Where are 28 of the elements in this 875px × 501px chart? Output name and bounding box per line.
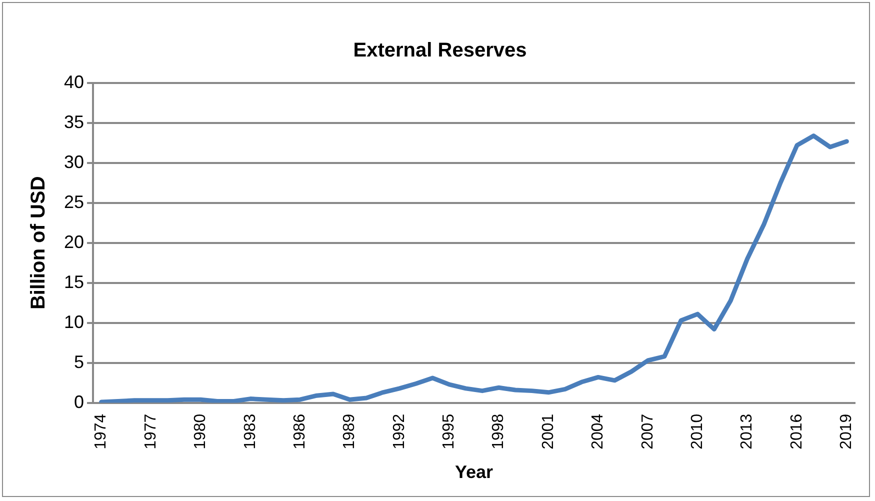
- y-tick-label: 15: [64, 272, 84, 292]
- x-tick-label: 1995: [440, 414, 458, 450]
- y-tick-label: 0: [74, 392, 84, 412]
- y-tick-label: 10: [64, 312, 84, 332]
- x-tick-label: 1986: [291, 414, 308, 450]
- x-tick-label: 2016: [788, 414, 806, 450]
- x-tick-label: 2019: [838, 414, 856, 450]
- x-tick-label: 2001: [540, 414, 557, 450]
- y-tick-label: 30: [64, 152, 84, 172]
- x-tick-label: 1980: [192, 414, 210, 450]
- x-tick-label: 2007: [639, 414, 656, 450]
- chart-title: External Reserves: [353, 40, 527, 62]
- y-tick-label: 35: [64, 112, 84, 132]
- y-axis-title: Billion of USD: [28, 176, 50, 310]
- x-tick-label: 2013: [738, 414, 756, 450]
- x-tick-label: 1989: [341, 414, 358, 450]
- y-tick-label: 40: [64, 72, 84, 92]
- x-tick-label: 2010: [689, 414, 706, 450]
- y-tick-label: 25: [64, 192, 84, 212]
- x-tick-label: 1983: [242, 414, 259, 450]
- x-tick-label: 1998: [490, 414, 508, 450]
- y-tick-label: 20: [64, 232, 84, 252]
- x-tick-label: 1974: [92, 414, 110, 450]
- x-tick-label: 2004: [590, 414, 607, 450]
- y-tick-label: 5: [74, 352, 84, 372]
- x-tick-label: 1992: [390, 414, 408, 450]
- x-axis-title: Year: [454, 462, 494, 482]
- x-tick-label: 1977: [142, 414, 160, 450]
